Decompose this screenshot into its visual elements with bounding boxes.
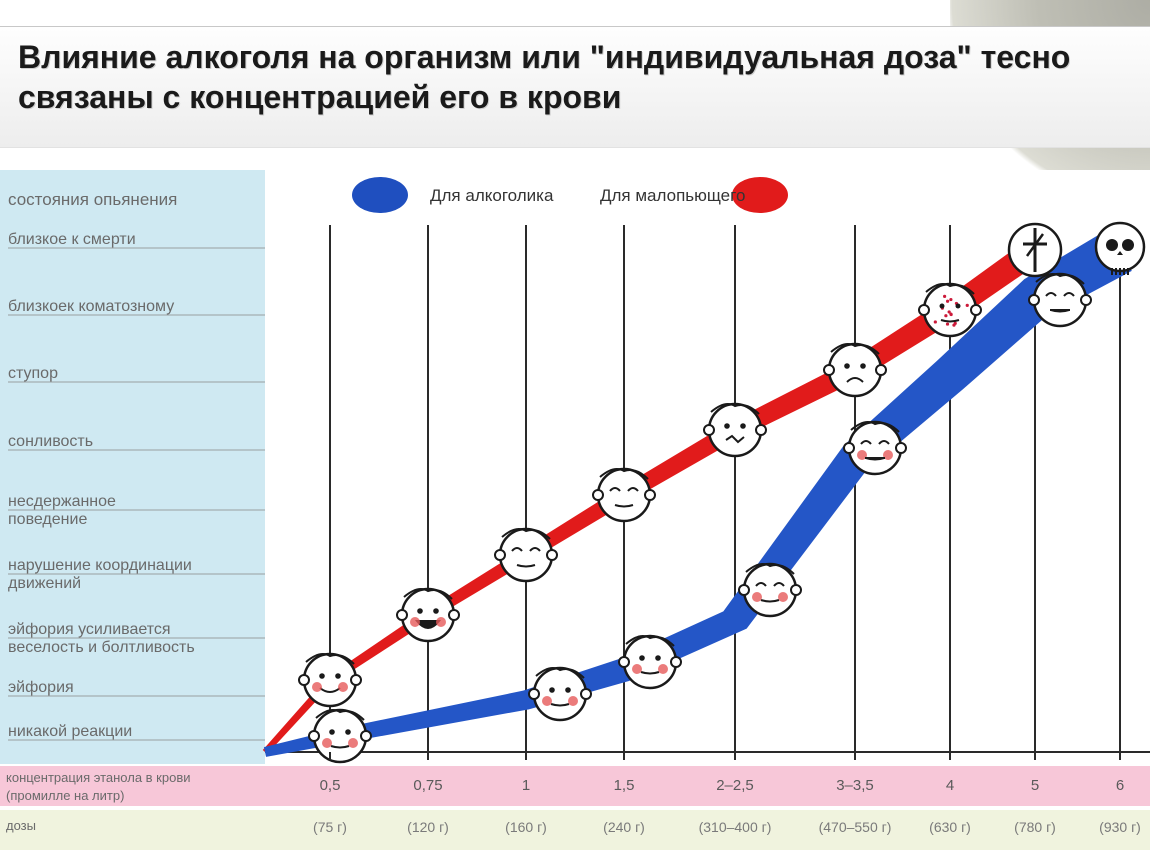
svg-text:(310–400 г): (310–400 г)	[699, 819, 772, 835]
svg-text:3–3,5: 3–3,5	[836, 777, 874, 794]
svg-text:состояния опьянения: состояния опьянения	[8, 190, 177, 209]
svg-text:(630 г): (630 г)	[929, 819, 971, 835]
svg-text:(470–550 г): (470–550 г)	[819, 819, 892, 835]
title-bar: Влияние алкоголя на организм или "индиви…	[0, 26, 1150, 148]
svg-text:(780 г): (780 г)	[1014, 819, 1056, 835]
svg-text:близкое к смерти: близкое к смерти	[8, 231, 136, 248]
svg-text:эйфория усиливаетсявеселость и: эйфория усиливаетсявеселость и болтливос…	[8, 621, 195, 656]
svg-text:Для малопьющего: Для малопьющего	[600, 186, 745, 205]
chart-svg: состояния опьянения близкое к смерти близк…	[0, 170, 1150, 864]
slide-title: Влияние алкоголя на организм или "индиви…	[0, 27, 1150, 117]
svg-text:2–2,5: 2–2,5	[716, 777, 754, 794]
svg-text:(240 г): (240 г)	[603, 819, 645, 835]
svg-text:дозы: дозы	[6, 818, 36, 833]
svg-text:никакой реакции: никакой реакции	[8, 723, 132, 740]
svg-text:эйфория: эйфория	[8, 679, 74, 696]
svg-text:(930 г): (930 г)	[1099, 819, 1141, 835]
svg-text:ступор: ступор	[8, 365, 58, 382]
svg-text:0,75: 0,75	[413, 777, 442, 794]
face-icon	[1009, 224, 1061, 276]
svg-text:1: 1	[522, 777, 530, 794]
svg-text:6: 6	[1116, 777, 1124, 794]
svg-text:близкоек коматозному: близкоек коматозному	[8, 298, 174, 315]
svg-text:4: 4	[946, 777, 954, 794]
svg-text:Для алкоголика: Для алкоголика	[430, 186, 554, 205]
intoxication-chart: состояния опьянения близкое к смерти близк…	[0, 170, 1150, 864]
svg-text:(120 г): (120 г)	[407, 819, 449, 835]
slide: Влияние алкоголя на организм или "индиви…	[0, 0, 1150, 864]
svg-text:5: 5	[1031, 777, 1039, 794]
svg-text:1,5: 1,5	[614, 777, 635, 794]
svg-text:сонливость: сонливость	[8, 433, 93, 450]
svg-text:0,5: 0,5	[320, 777, 341, 794]
svg-text:(160 г): (160 г)	[505, 819, 547, 835]
svg-text:(75 г): (75 г)	[313, 819, 347, 835]
